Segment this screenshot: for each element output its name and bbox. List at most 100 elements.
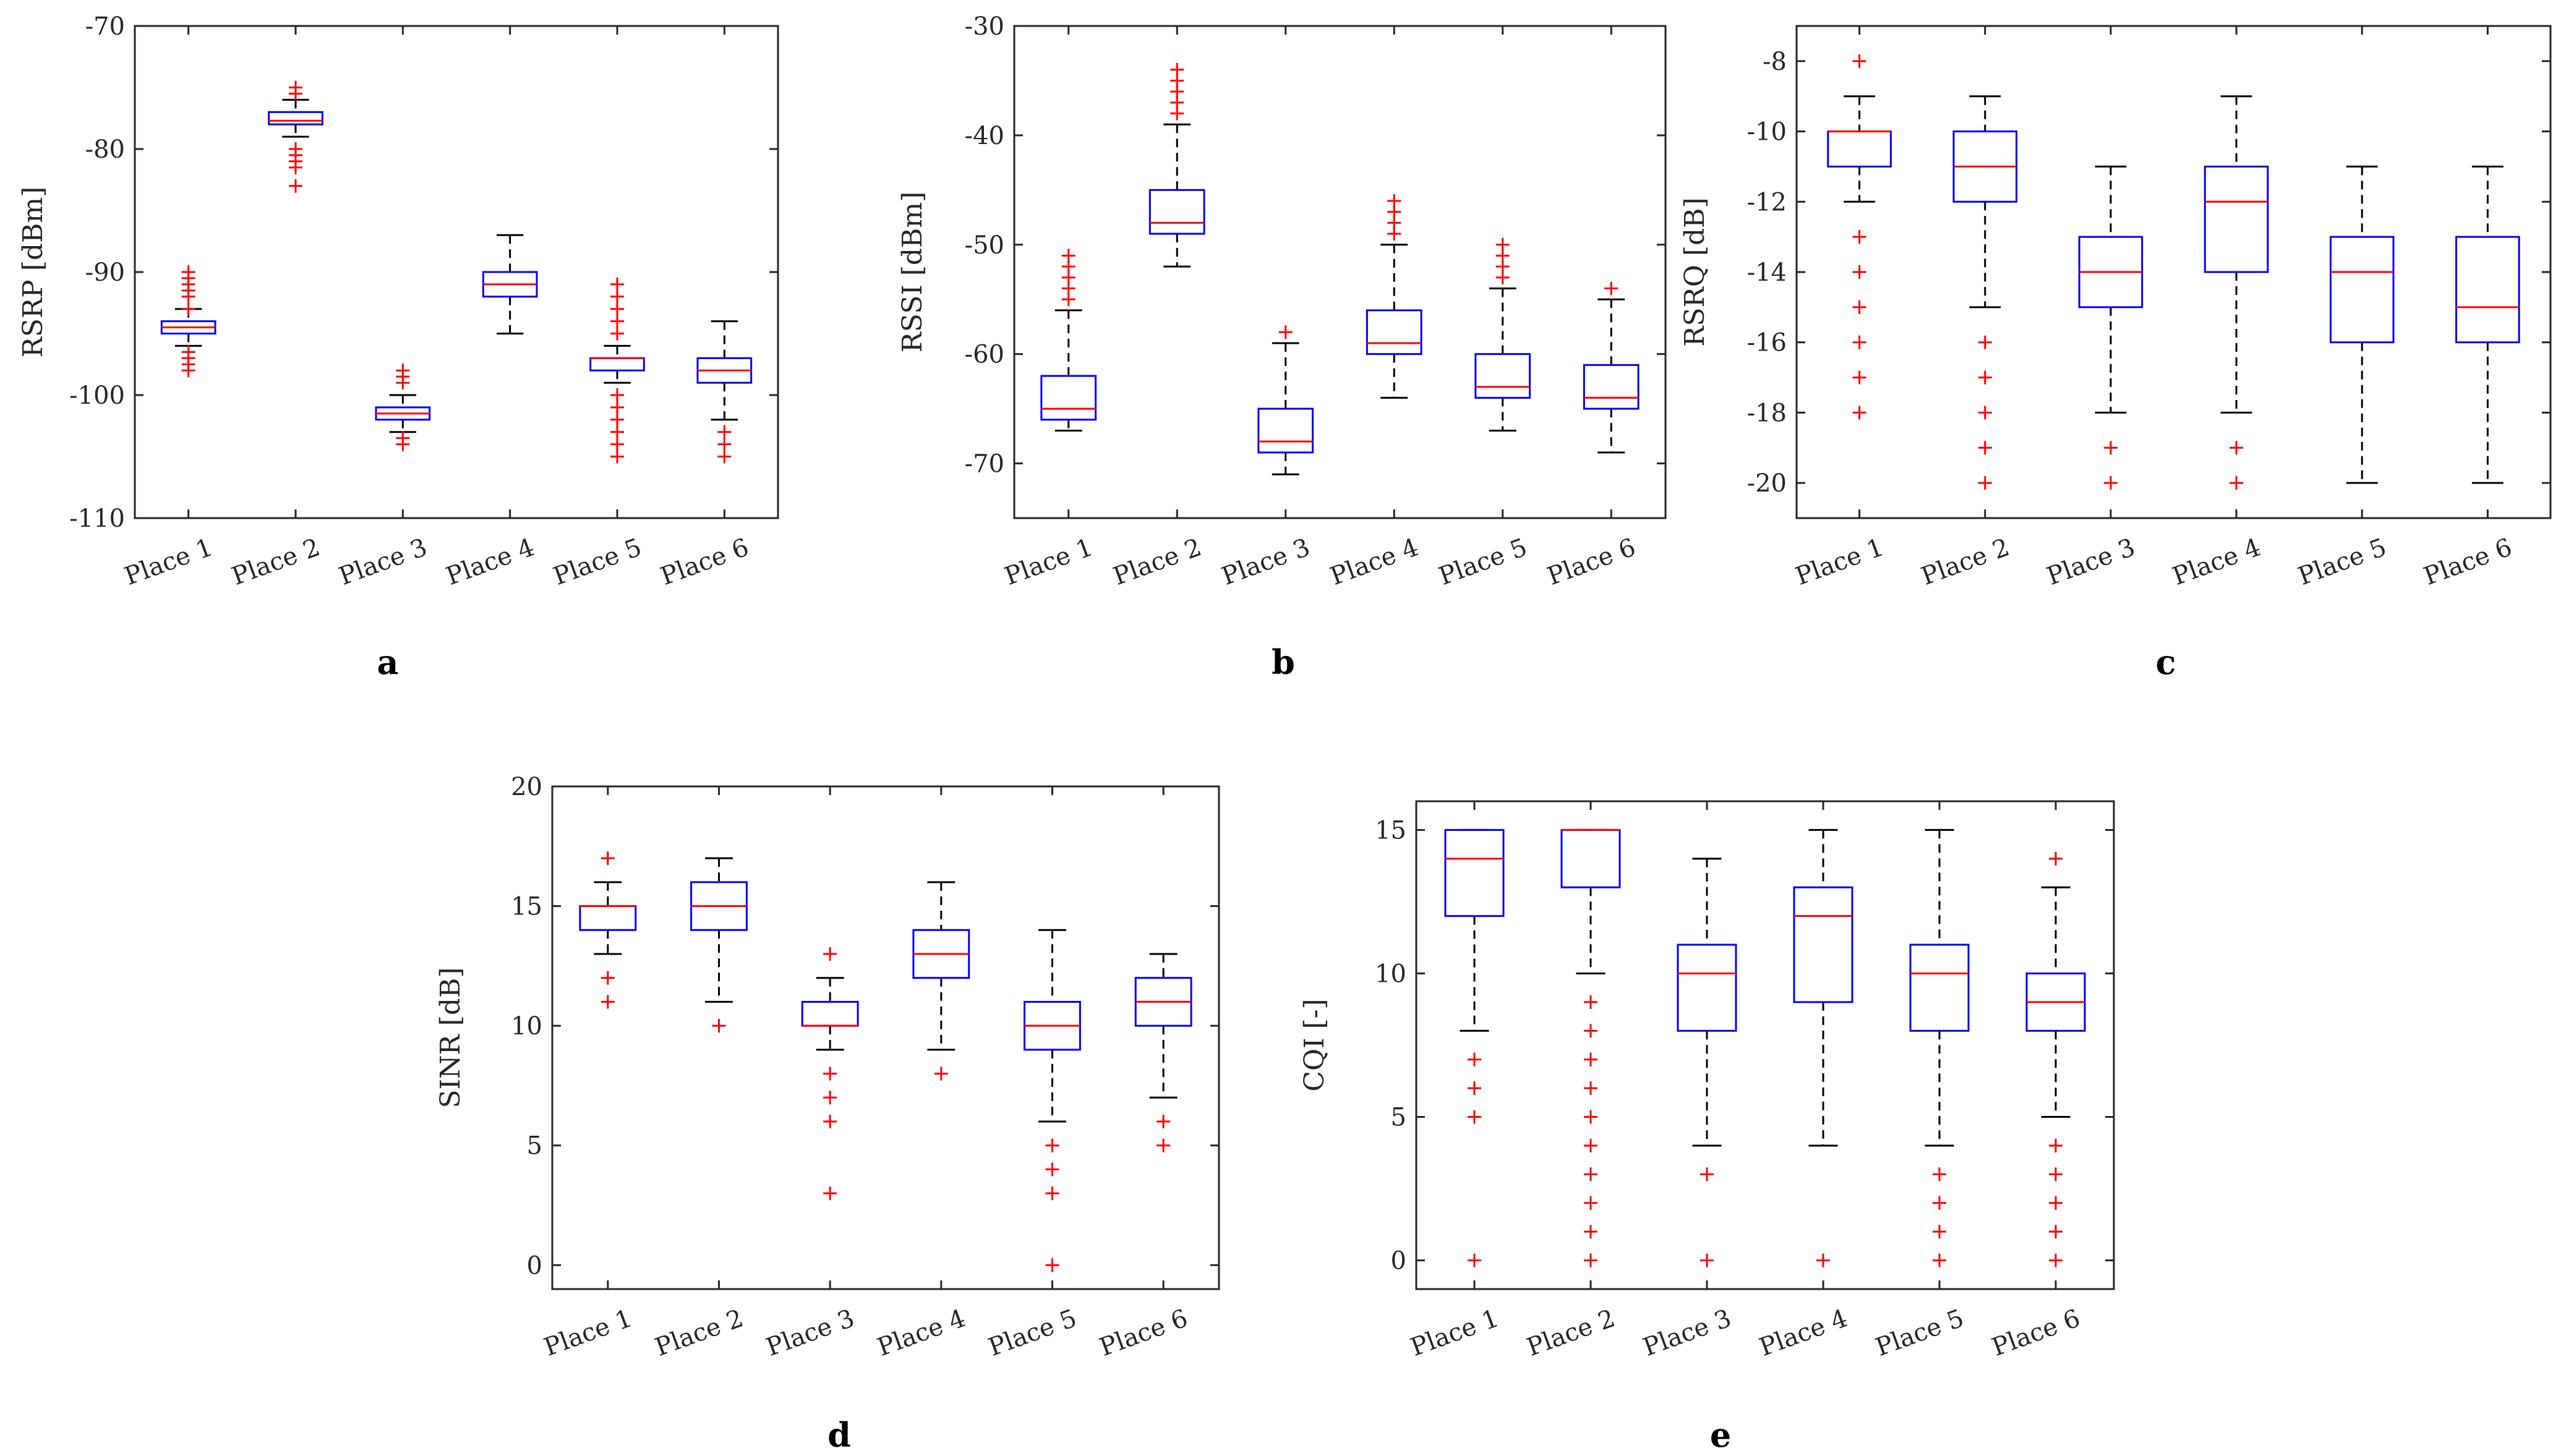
y-tick-label: -70 [965, 450, 1004, 479]
outlier-marker [1933, 1225, 1946, 1239]
x-tick-label: Place 6 [2420, 533, 2516, 591]
box-iqr [1677, 943, 1737, 1032]
outlier-marker [1933, 1196, 1946, 1210]
box-iqr [589, 357, 645, 372]
outlier-marker [1852, 54, 1866, 68]
box-iqr [1257, 407, 1314, 454]
outlier-marker [1978, 406, 1992, 420]
x-tick-label: Place 3 [1640, 1304, 1735, 1362]
panel-label-a: a [377, 642, 399, 682]
outlier-marker [181, 345, 195, 359]
outlier-marker [1700, 1253, 1714, 1267]
y-tick-label: -40 [965, 122, 1004, 150]
chart-panel-e: 0 5 10 15 CQI [-] Place 1 Place 2 Place 3 Place … [1299, 800, 2115, 1455]
y-tick-label: -80 [85, 135, 125, 164]
box-iqr [1148, 189, 1205, 235]
outlier-marker [1584, 1196, 1597, 1210]
outlier-marker [823, 1115, 837, 1128]
x-tick-label: Place 3 [2043, 533, 2139, 591]
chart-panel-c: -20 -18 -16 -14 -12 -10 -8 RSRQ [dB] Place 1 Plac… [1679, 25, 2552, 682]
outlier-marker [1170, 62, 1184, 77]
outlier-marker [712, 1019, 726, 1033]
axes-frame [1795, 25, 2552, 519]
outlier-marker [1468, 1110, 1481, 1124]
outlier-marker [601, 971, 615, 985]
outlier-marker [1387, 194, 1401, 208]
outlier-marker [1584, 1225, 1597, 1239]
box-iqr [1444, 828, 1505, 917]
chart-panel-d: 0 5 10 15 20 SINR [dB] Place 1 Place 2 Place 3 Pl… [435, 773, 1220, 1455]
y-axis-label: RSRP [dBm] [17, 187, 49, 358]
outlier-marker [181, 302, 195, 316]
outlier-marker [289, 179, 302, 193]
y-tick-label: -90 [85, 258, 125, 287]
y-tick-label: -12 [1747, 188, 1787, 216]
y-tick-label: -20 [1747, 469, 1787, 498]
outlier-marker [1852, 370, 1866, 385]
outlier-marker [823, 947, 837, 961]
outlier-marker [2103, 476, 2118, 490]
x-tick-label: Place 2 [1918, 533, 2014, 591]
outlier-marker [2103, 441, 2118, 455]
x-tick-label: Place 4 [2169, 533, 2265, 591]
outlier-marker [2230, 441, 2244, 455]
x-tick-label: Place 1 [541, 1304, 636, 1362]
x-tick-label: Place 3 [335, 533, 431, 591]
outlier-marker [2049, 1253, 2063, 1267]
x-tick-label: Place 2 [1523, 1304, 1619, 1362]
x-tick-label: Place 1 [1407, 1304, 1503, 1362]
outlier-marker [1468, 1253, 1481, 1267]
outlier-marker [601, 995, 615, 1009]
outlier-marker [610, 289, 624, 304]
y-tick-label: -14 [1747, 258, 1787, 287]
outlier-marker [181, 265, 195, 279]
box-iqr [579, 905, 637, 931]
outlier-marker [1852, 265, 1866, 279]
outlier-marker [289, 142, 302, 156]
y-tick-label: -70 [85, 12, 125, 41]
outlier-marker [1468, 1081, 1481, 1096]
box-iqr [1474, 353, 1531, 399]
outlier-marker [1700, 1167, 1714, 1181]
outlier-marker [396, 431, 410, 445]
outlier-marker [610, 388, 624, 402]
x-tick-label: Place 5 [2294, 533, 2390, 591]
y-tick-label: -18 [1747, 399, 1787, 427]
box-iqr [2204, 165, 2269, 273]
y-tick-label: 5 [527, 1132, 542, 1160]
panel-label-c: c [2156, 642, 2176, 682]
outlier-marker [2049, 1167, 2063, 1181]
outlier-marker [1978, 441, 1992, 455]
outlier-marker [610, 326, 624, 341]
y-tick-label: -60 [965, 341, 1004, 369]
outlier-marker [610, 425, 624, 439]
panel-label-d: d [827, 1415, 851, 1455]
outlier-marker [823, 1066, 837, 1081]
outlier-marker [1852, 300, 1866, 314]
axes-frame [551, 785, 1220, 1290]
outlier-marker [610, 449, 624, 464]
y-tick-label: -16 [1747, 329, 1787, 357]
outlier-marker [289, 80, 302, 95]
box-iqr [1793, 886, 1853, 1003]
outlier-marker [1933, 1253, 1946, 1267]
outlier-marker [1584, 1110, 1597, 1124]
y-tick-label: -110 [69, 504, 125, 533]
box-iqr [2455, 236, 2520, 344]
outlier-marker [396, 364, 410, 378]
axes-frame [1415, 800, 2115, 1290]
x-tick-label: Place 6 [1096, 1304, 1192, 1362]
y-tick-label: 10 [1375, 960, 1406, 988]
outlier-marker [1978, 476, 1992, 490]
outlier-marker [1852, 230, 1866, 244]
outlier-marker [610, 302, 624, 316]
x-tick-label: Place 3 [1218, 533, 1314, 591]
outlier-marker [601, 851, 615, 866]
outlier-marker [2049, 1138, 2063, 1152]
outlier-marker [1157, 1115, 1171, 1128]
outlier-marker [1584, 1024, 1597, 1038]
y-tick-label: 5 [1391, 1104, 1406, 1132]
outlier-marker [2049, 1196, 2063, 1210]
x-tick-label: Place 4 [1756, 1304, 1852, 1362]
